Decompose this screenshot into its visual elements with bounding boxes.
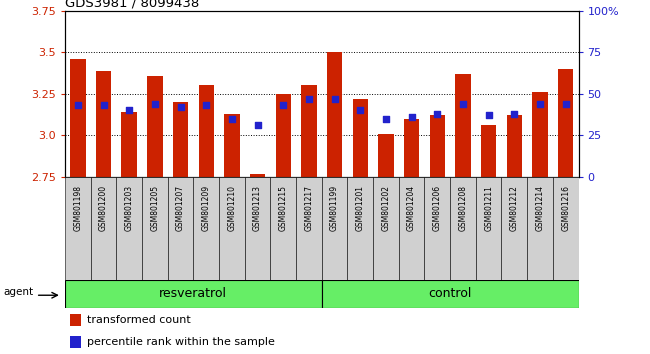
Bar [198, 86, 214, 177]
Text: resveratrol: resveratrol [159, 287, 228, 300]
Bar [116, 177, 142, 280]
Point [227, 116, 237, 122]
Point [124, 108, 135, 113]
Text: GSM801204: GSM801204 [407, 185, 416, 231]
Bar [506, 115, 522, 177]
Bar [65, 280, 322, 308]
Text: GDS3981 / 8099438: GDS3981 / 8099438 [65, 0, 200, 10]
Bar [147, 75, 162, 177]
Bar [245, 177, 270, 280]
Bar [476, 177, 502, 280]
Bar [301, 86, 317, 177]
Point [484, 113, 494, 118]
Bar [96, 70, 111, 177]
Bar [378, 134, 394, 177]
Text: GSM801214: GSM801214 [536, 185, 545, 231]
Point [73, 103, 83, 108]
Bar [352, 99, 368, 177]
Bar [65, 177, 90, 280]
Point [304, 96, 314, 102]
Bar [276, 94, 291, 177]
Text: GSM801207: GSM801207 [176, 185, 185, 231]
Point [252, 122, 263, 128]
Bar [122, 112, 137, 177]
Text: GSM801216: GSM801216 [561, 185, 570, 231]
Bar [250, 174, 265, 177]
Bar [430, 115, 445, 177]
Text: GSM801208: GSM801208 [458, 185, 467, 231]
Text: GSM801206: GSM801206 [433, 185, 442, 231]
Point [432, 111, 443, 116]
Bar [91, 177, 116, 280]
Text: GSM801199: GSM801199 [330, 185, 339, 231]
Point [201, 103, 211, 108]
Bar [70, 59, 86, 177]
Bar [558, 69, 573, 177]
Point [458, 101, 468, 107]
Text: GSM801203: GSM801203 [125, 185, 134, 231]
Point [278, 103, 289, 108]
Bar [481, 125, 497, 177]
Bar [142, 177, 168, 280]
Text: transformed count: transformed count [86, 315, 190, 325]
Bar [348, 177, 373, 280]
Text: GSM801210: GSM801210 [227, 185, 237, 231]
Bar [373, 177, 399, 280]
Point [535, 101, 545, 107]
Text: GSM801215: GSM801215 [279, 185, 288, 231]
Point [150, 101, 160, 107]
Point [509, 111, 519, 116]
Text: GSM801211: GSM801211 [484, 185, 493, 231]
Text: GSM801212: GSM801212 [510, 185, 519, 231]
Bar [322, 280, 578, 308]
Point [98, 103, 109, 108]
Bar [532, 92, 548, 177]
Bar [173, 102, 188, 177]
Text: agent: agent [3, 287, 33, 297]
Text: GSM801201: GSM801201 [356, 185, 365, 231]
Text: GSM801209: GSM801209 [202, 185, 211, 231]
Bar [404, 119, 419, 177]
Text: GSM801200: GSM801200 [99, 185, 108, 231]
Bar [270, 177, 296, 280]
Text: percentile rank within the sample: percentile rank within the sample [86, 337, 274, 347]
Bar [327, 52, 343, 177]
Bar [552, 177, 578, 280]
Bar [168, 177, 194, 280]
Bar [398, 177, 424, 280]
Point [381, 116, 391, 122]
Point [176, 104, 186, 110]
Text: GSM801198: GSM801198 [73, 185, 83, 231]
Text: GSM801213: GSM801213 [253, 185, 262, 231]
Bar [194, 177, 219, 280]
Bar [502, 177, 527, 280]
Bar [70, 314, 81, 326]
Bar [450, 177, 476, 280]
Bar [224, 114, 240, 177]
Text: GSM801202: GSM801202 [382, 185, 391, 231]
Point [406, 114, 417, 120]
Bar [296, 177, 322, 280]
Bar [70, 336, 81, 348]
Bar [527, 177, 552, 280]
Bar [455, 74, 471, 177]
Text: GSM801205: GSM801205 [150, 185, 159, 231]
Bar [424, 177, 450, 280]
Point [560, 101, 571, 107]
Bar [322, 177, 347, 280]
Point [330, 96, 340, 102]
Bar [219, 177, 245, 280]
Point [355, 108, 365, 113]
Text: control: control [428, 287, 472, 300]
Text: GSM801217: GSM801217 [304, 185, 313, 231]
